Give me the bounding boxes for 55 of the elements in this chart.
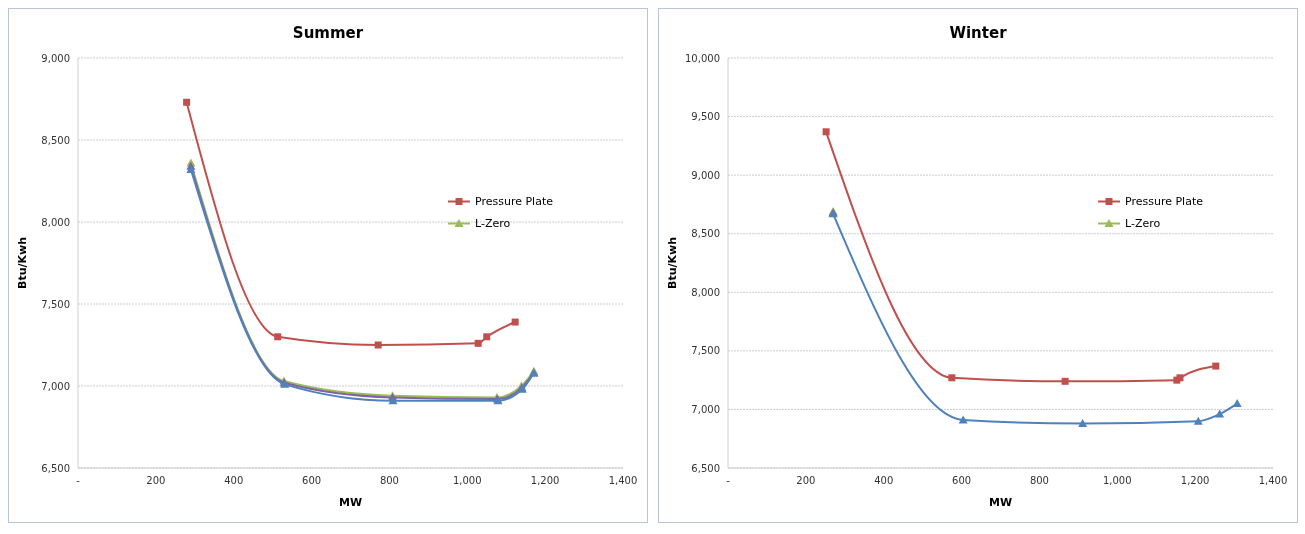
point xyxy=(1212,362,1220,370)
point xyxy=(474,339,482,347)
x-tick-label: 400 xyxy=(874,475,894,486)
point xyxy=(822,128,830,136)
x-tick-label: 1,200 xyxy=(530,475,560,486)
y-tick-label: 9,000 xyxy=(691,169,720,181)
point xyxy=(374,341,382,349)
point xyxy=(948,374,956,382)
point xyxy=(1061,377,1069,385)
y-tick-label: 7,000 xyxy=(41,380,70,392)
x-tick-label: 200 xyxy=(796,475,816,486)
x-tick-label: 800 xyxy=(1029,475,1049,486)
y-tick-label: 8,500 xyxy=(691,228,720,240)
y-tick-label: 9,000 xyxy=(41,52,70,64)
legend-label: Pressure Plate xyxy=(1125,195,1204,209)
point xyxy=(511,318,519,326)
legend-label: L-Zero xyxy=(1125,217,1161,231)
y-tick-label: 6,500 xyxy=(691,462,720,474)
x-tick-label: 1,400 xyxy=(1258,475,1288,486)
legend-label: L-Zero xyxy=(475,217,511,231)
x-tick-label: 200 xyxy=(146,475,166,486)
x-axis-title: MW xyxy=(988,496,1013,509)
y-tick-label: 9,500 xyxy=(691,111,720,123)
legend-label: Pressure Plate xyxy=(475,195,554,209)
x-tick-label: 1,200 xyxy=(1180,475,1210,486)
y-axis-title: Btu/Kwh xyxy=(16,236,29,290)
y-axis-title: Btu/Kwh xyxy=(666,236,679,290)
point xyxy=(1193,416,1203,425)
point xyxy=(1215,409,1225,418)
x-tick-label: 1,000 xyxy=(452,475,482,486)
y-tick-label: 8,000 xyxy=(691,286,720,298)
point xyxy=(483,333,491,341)
x-tick-label: 1,400 xyxy=(608,475,638,486)
y-tick-label: 10,000 xyxy=(685,52,720,64)
x-tick-label: 600 xyxy=(952,475,972,486)
point xyxy=(183,98,191,106)
x-tick-label: 400 xyxy=(224,475,244,486)
point xyxy=(388,396,398,405)
y-tick-label: 6,500 xyxy=(41,462,70,474)
y-tick-label: 7,000 xyxy=(691,403,720,415)
y-tick-label: 7,500 xyxy=(41,298,70,310)
point xyxy=(1078,418,1088,427)
chart-title: Summer xyxy=(292,24,364,42)
point xyxy=(186,165,196,174)
x-tick-label: 600 xyxy=(302,475,322,486)
x-tick-label: 800 xyxy=(379,475,399,486)
x-tick-label: - xyxy=(726,475,731,486)
y-tick-label: 8,000 xyxy=(41,216,70,228)
x-tick-label: - xyxy=(76,475,81,486)
chart-title: Winter xyxy=(949,24,1008,42)
x-tick-label: 1,000 xyxy=(1102,475,1132,486)
y-tick-label: 7,500 xyxy=(691,345,720,357)
point xyxy=(274,333,282,341)
x-axis-title: MW xyxy=(338,496,363,509)
y-tick-label: 8,500 xyxy=(41,134,70,146)
